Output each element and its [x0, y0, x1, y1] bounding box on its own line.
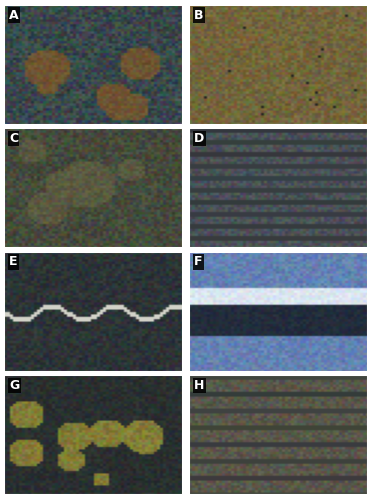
- Text: D: D: [194, 132, 204, 145]
- Text: F: F: [194, 256, 203, 268]
- Text: H: H: [194, 379, 205, 392]
- Text: C: C: [9, 132, 18, 145]
- Text: A: A: [9, 8, 19, 22]
- Text: E: E: [9, 256, 17, 268]
- Text: G: G: [9, 379, 19, 392]
- Text: B: B: [194, 8, 203, 22]
